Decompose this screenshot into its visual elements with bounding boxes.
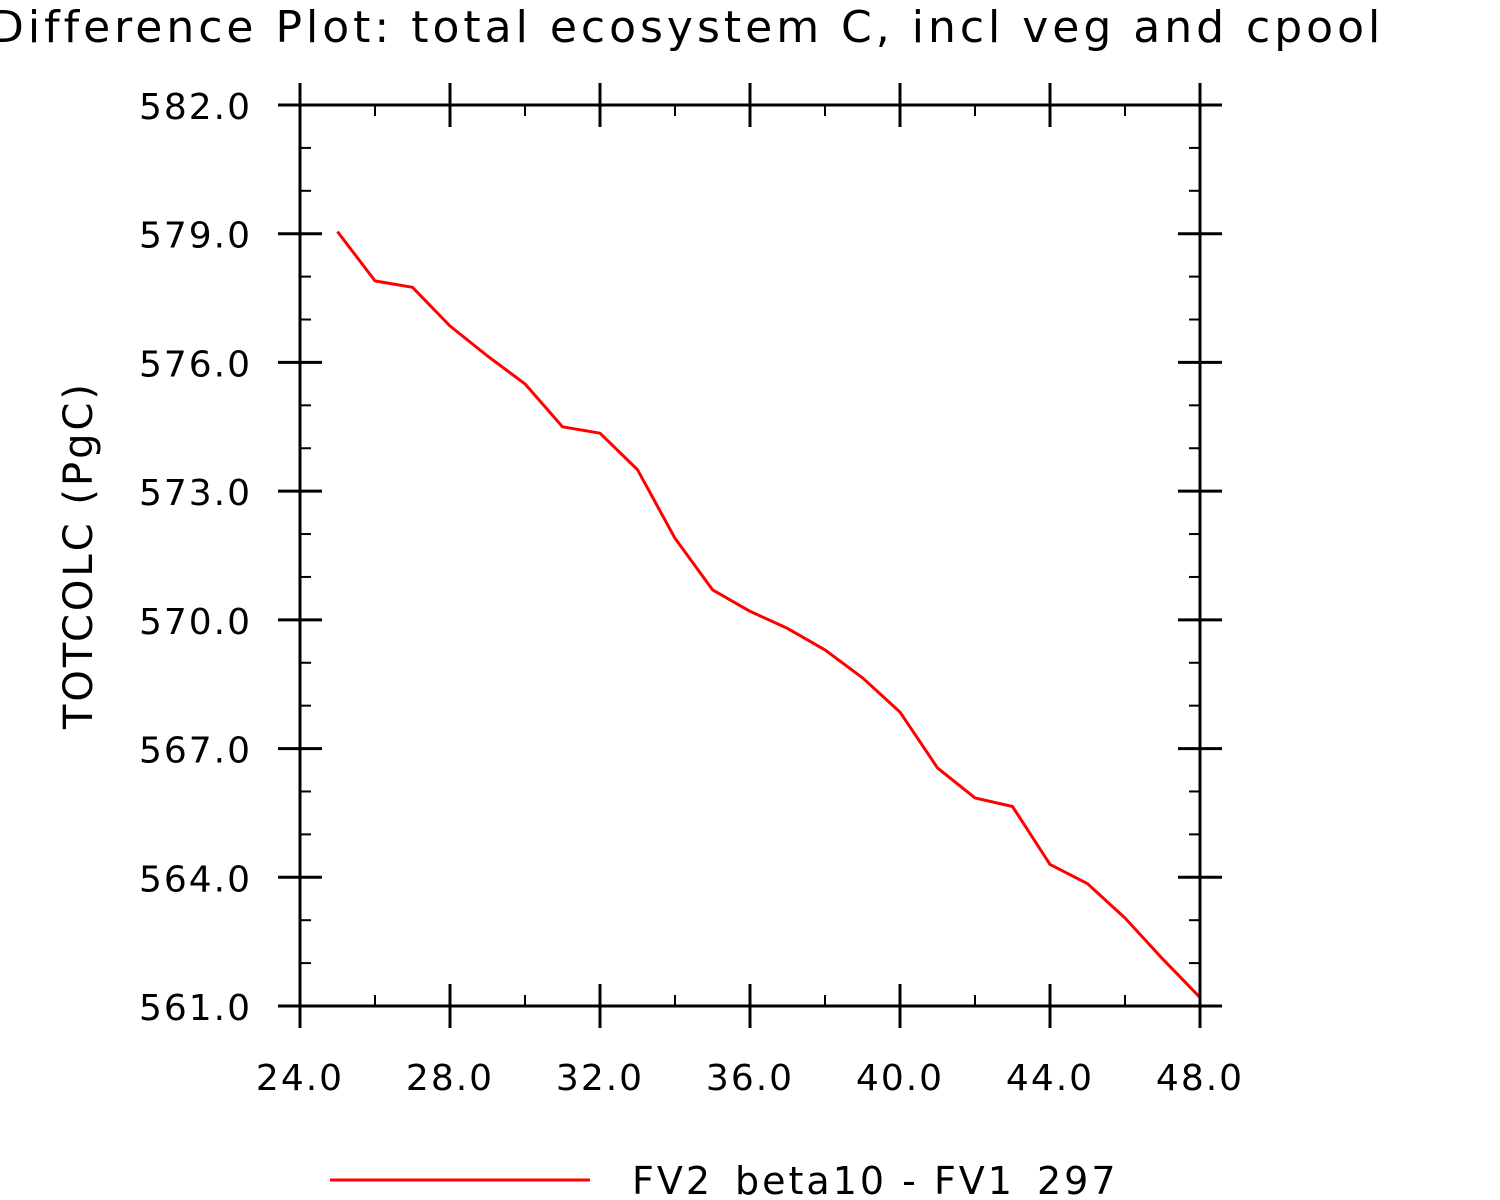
legend-series-label: FV2_beta10 - FV1_297	[632, 1159, 1119, 1200]
y-tick-label: 561.0	[139, 988, 252, 1029]
x-tick-label: 40.0	[856, 1058, 944, 1099]
major-ticks	[278, 83, 1222, 1028]
y-tick-label: 582.0	[139, 87, 252, 128]
x-tick-label: 48.0	[1156, 1058, 1244, 1099]
x-tick-labels: 24.0 28.0 32.0 36.0 40.0 44.0 48.0	[256, 1058, 1244, 1099]
y-tick-label: 573.0	[139, 473, 252, 514]
series-line	[336, 230, 1202, 999]
x-tick-label: 44.0	[1006, 1058, 1094, 1099]
legend: FV2_beta10 - FV1_297	[330, 1159, 1119, 1200]
plot-frame	[298, 103, 1202, 1008]
y-tick-label: 564.0	[139, 859, 252, 900]
y-axis-label: TOTCOLC (PgC)	[56, 381, 102, 730]
series-layer	[336, 230, 1202, 999]
y-tick-label: 567.0	[139, 731, 252, 772]
y-tick-label: 570.0	[139, 602, 252, 643]
y-tick-labels: 561.0 564.0 567.0 570.0 573.0 576.0 579.0 582.0	[139, 87, 252, 1029]
x-tick-label: 28.0	[406, 1058, 494, 1099]
x-tick-label: 36.0	[706, 1058, 794, 1099]
minor-ticks	[300, 105, 1200, 1006]
x-tick-label: 24.0	[256, 1058, 344, 1099]
y-tick-label: 579.0	[139, 216, 252, 257]
x-tick-label: 32.0	[556, 1058, 644, 1099]
chart-title: Difference Plot: total ecosystem C, incl…	[0, 2, 1384, 53]
y-tick-label: 576.0	[139, 344, 252, 385]
